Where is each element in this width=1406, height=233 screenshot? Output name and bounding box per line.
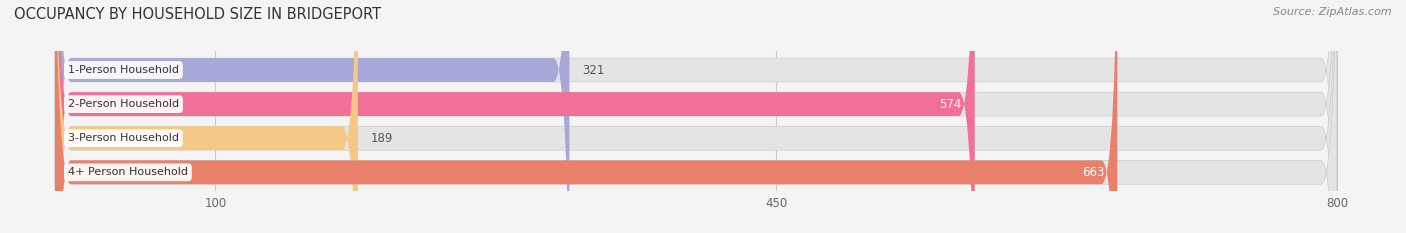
- Text: 189: 189: [371, 132, 394, 145]
- FancyBboxPatch shape: [55, 0, 1118, 233]
- FancyBboxPatch shape: [55, 0, 974, 233]
- FancyBboxPatch shape: [55, 0, 1337, 233]
- FancyBboxPatch shape: [55, 0, 1337, 233]
- Text: OCCUPANCY BY HOUSEHOLD SIZE IN BRIDGEPORT: OCCUPANCY BY HOUSEHOLD SIZE IN BRIDGEPOR…: [14, 7, 381, 22]
- Text: 4+ Person Household: 4+ Person Household: [67, 167, 188, 177]
- Text: 2-Person Household: 2-Person Household: [67, 99, 179, 109]
- FancyBboxPatch shape: [55, 0, 1337, 233]
- Text: Source: ZipAtlas.com: Source: ZipAtlas.com: [1274, 7, 1392, 17]
- Text: 321: 321: [582, 64, 605, 76]
- Text: 3-Person Household: 3-Person Household: [67, 133, 179, 143]
- Text: 663: 663: [1083, 166, 1105, 179]
- Text: 574: 574: [939, 98, 962, 111]
- FancyBboxPatch shape: [55, 0, 569, 233]
- Text: 1-Person Household: 1-Person Household: [67, 65, 179, 75]
- FancyBboxPatch shape: [55, 0, 359, 233]
- FancyBboxPatch shape: [55, 0, 1337, 233]
